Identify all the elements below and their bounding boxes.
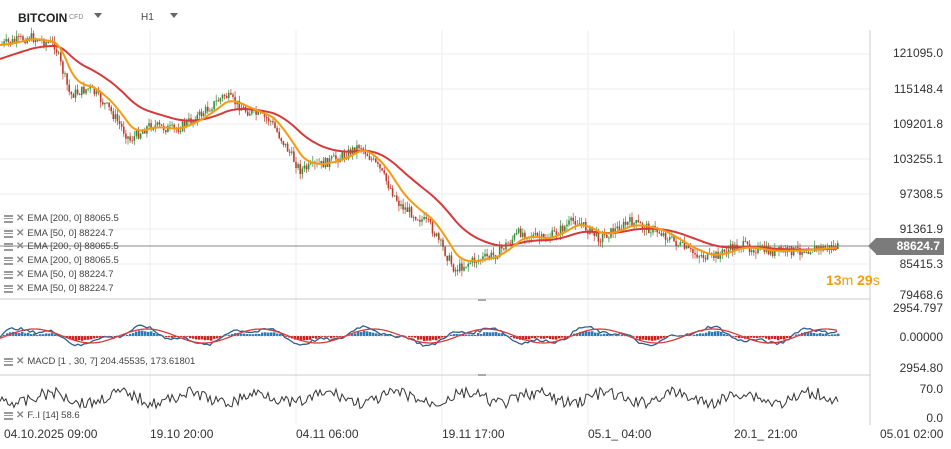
ema200-line[interactable] <box>0 44 838 251</box>
rsi-line <box>0 385 839 410</box>
symbol-name[interactable]: BITCOIN <box>18 11 68 25</box>
close-icon[interactable]: ✕ <box>16 228 25 239</box>
price-axis-label: 103255.1 <box>892 152 943 166</box>
close-icon[interactable]: ✕ <box>16 283 25 294</box>
settings-icon[interactable] <box>4 214 13 223</box>
macd-axis-label: 2954.797 <box>892 301 943 315</box>
macd-signal-line <box>0 328 838 344</box>
close-icon[interactable]: ✕ <box>16 410 25 421</box>
time-axis-label: 04.10.2025 09:00 <box>4 427 98 441</box>
ema50-line[interactable] <box>0 38 838 262</box>
settings-icon[interactable] <box>4 357 13 366</box>
price-axis-label: 85415.3 <box>899 257 943 271</box>
timeframe-selector[interactable]: H1 <box>141 12 154 23</box>
macd-axis-label: 2954.80 <box>899 361 943 375</box>
close-icon[interactable]: ✕ <box>16 255 25 266</box>
indicator-legend[interactable]: ✕ EMA [50, 0] 88224.7 <box>4 269 113 280</box>
time-axis-label: 20.1_ 21:00 <box>734 427 798 441</box>
indicator-legend[interactable]: ✕ EMA [200, 0] 88065.5 <box>4 255 119 266</box>
settings-icon[interactable] <box>4 411 13 420</box>
close-icon[interactable]: ✕ <box>16 269 25 280</box>
timeframe-dropdown-icon[interactable] <box>170 13 178 18</box>
rsi-legend[interactable]: ✕ F..I [14] 58.6 <box>4 410 80 421</box>
time-axis-label: 19.11 17:00 <box>442 427 505 441</box>
indicator-legend[interactable]: ✕ EMA [50, 0] 88224.7 <box>4 283 113 294</box>
indicator-legend[interactable]: ✕ EMA [200, 0] 88065.5 <box>4 241 119 252</box>
close-icon[interactable]: ✕ <box>16 213 25 224</box>
symbol-dropdown-icon[interactable] <box>94 13 102 18</box>
time-axis-label: 05.01 02:00 <box>880 427 944 441</box>
price-axis-label: 109201.8 <box>892 117 943 131</box>
macd-histogram <box>0 330 840 342</box>
indicator-legend[interactable]: ✕ EMA [50, 0] 88224.7 <box>4 228 113 239</box>
settings-icon[interactable] <box>4 229 13 238</box>
rsi-axis-label: 70.0 <box>919 382 943 396</box>
price-axis-label: 121095.0 <box>892 46 943 60</box>
time-axis-label: 19.10 20:00 <box>150 427 214 441</box>
macd-legend[interactable]: ✕ MACD [1 , 30, 7] 204.45535, 173.61801 <box>4 356 195 367</box>
price-axis-label: 79468.6 <box>899 288 943 302</box>
price-axis-label: 91361.9 <box>899 222 943 236</box>
current-price-tag: 88624.7 <box>868 238 944 255</box>
close-icon[interactable]: ✕ <box>16 356 25 367</box>
close-icon[interactable]: ✕ <box>16 241 25 252</box>
price-axis-label: 115148.4 <box>893 82 943 96</box>
macd-axis-label: 0.00000 <box>899 330 943 344</box>
price-axis-label: 97308.5 <box>899 187 943 201</box>
settings-icon[interactable] <box>4 284 13 293</box>
instrument-badge: CFD <box>69 14 84 21</box>
settings-icon[interactable] <box>4 270 13 279</box>
indicator-legend[interactable]: ✕ EMA [200, 0] 88065.5 <box>4 213 119 224</box>
candlesticks <box>1 27 839 277</box>
settings-icon[interactable] <box>4 242 13 251</box>
time-axis-label: 05.1_ 04:00 <box>588 427 652 441</box>
settings-icon[interactable] <box>4 256 13 265</box>
candle-countdown: 13m 29s <box>826 272 880 288</box>
time-axis-label: 04.11 06:00 <box>296 427 359 441</box>
chart-toolbar: BITCOIN CFD H1 <box>0 0 951 34</box>
rsi-axis-label: 0.0 <box>926 411 943 425</box>
